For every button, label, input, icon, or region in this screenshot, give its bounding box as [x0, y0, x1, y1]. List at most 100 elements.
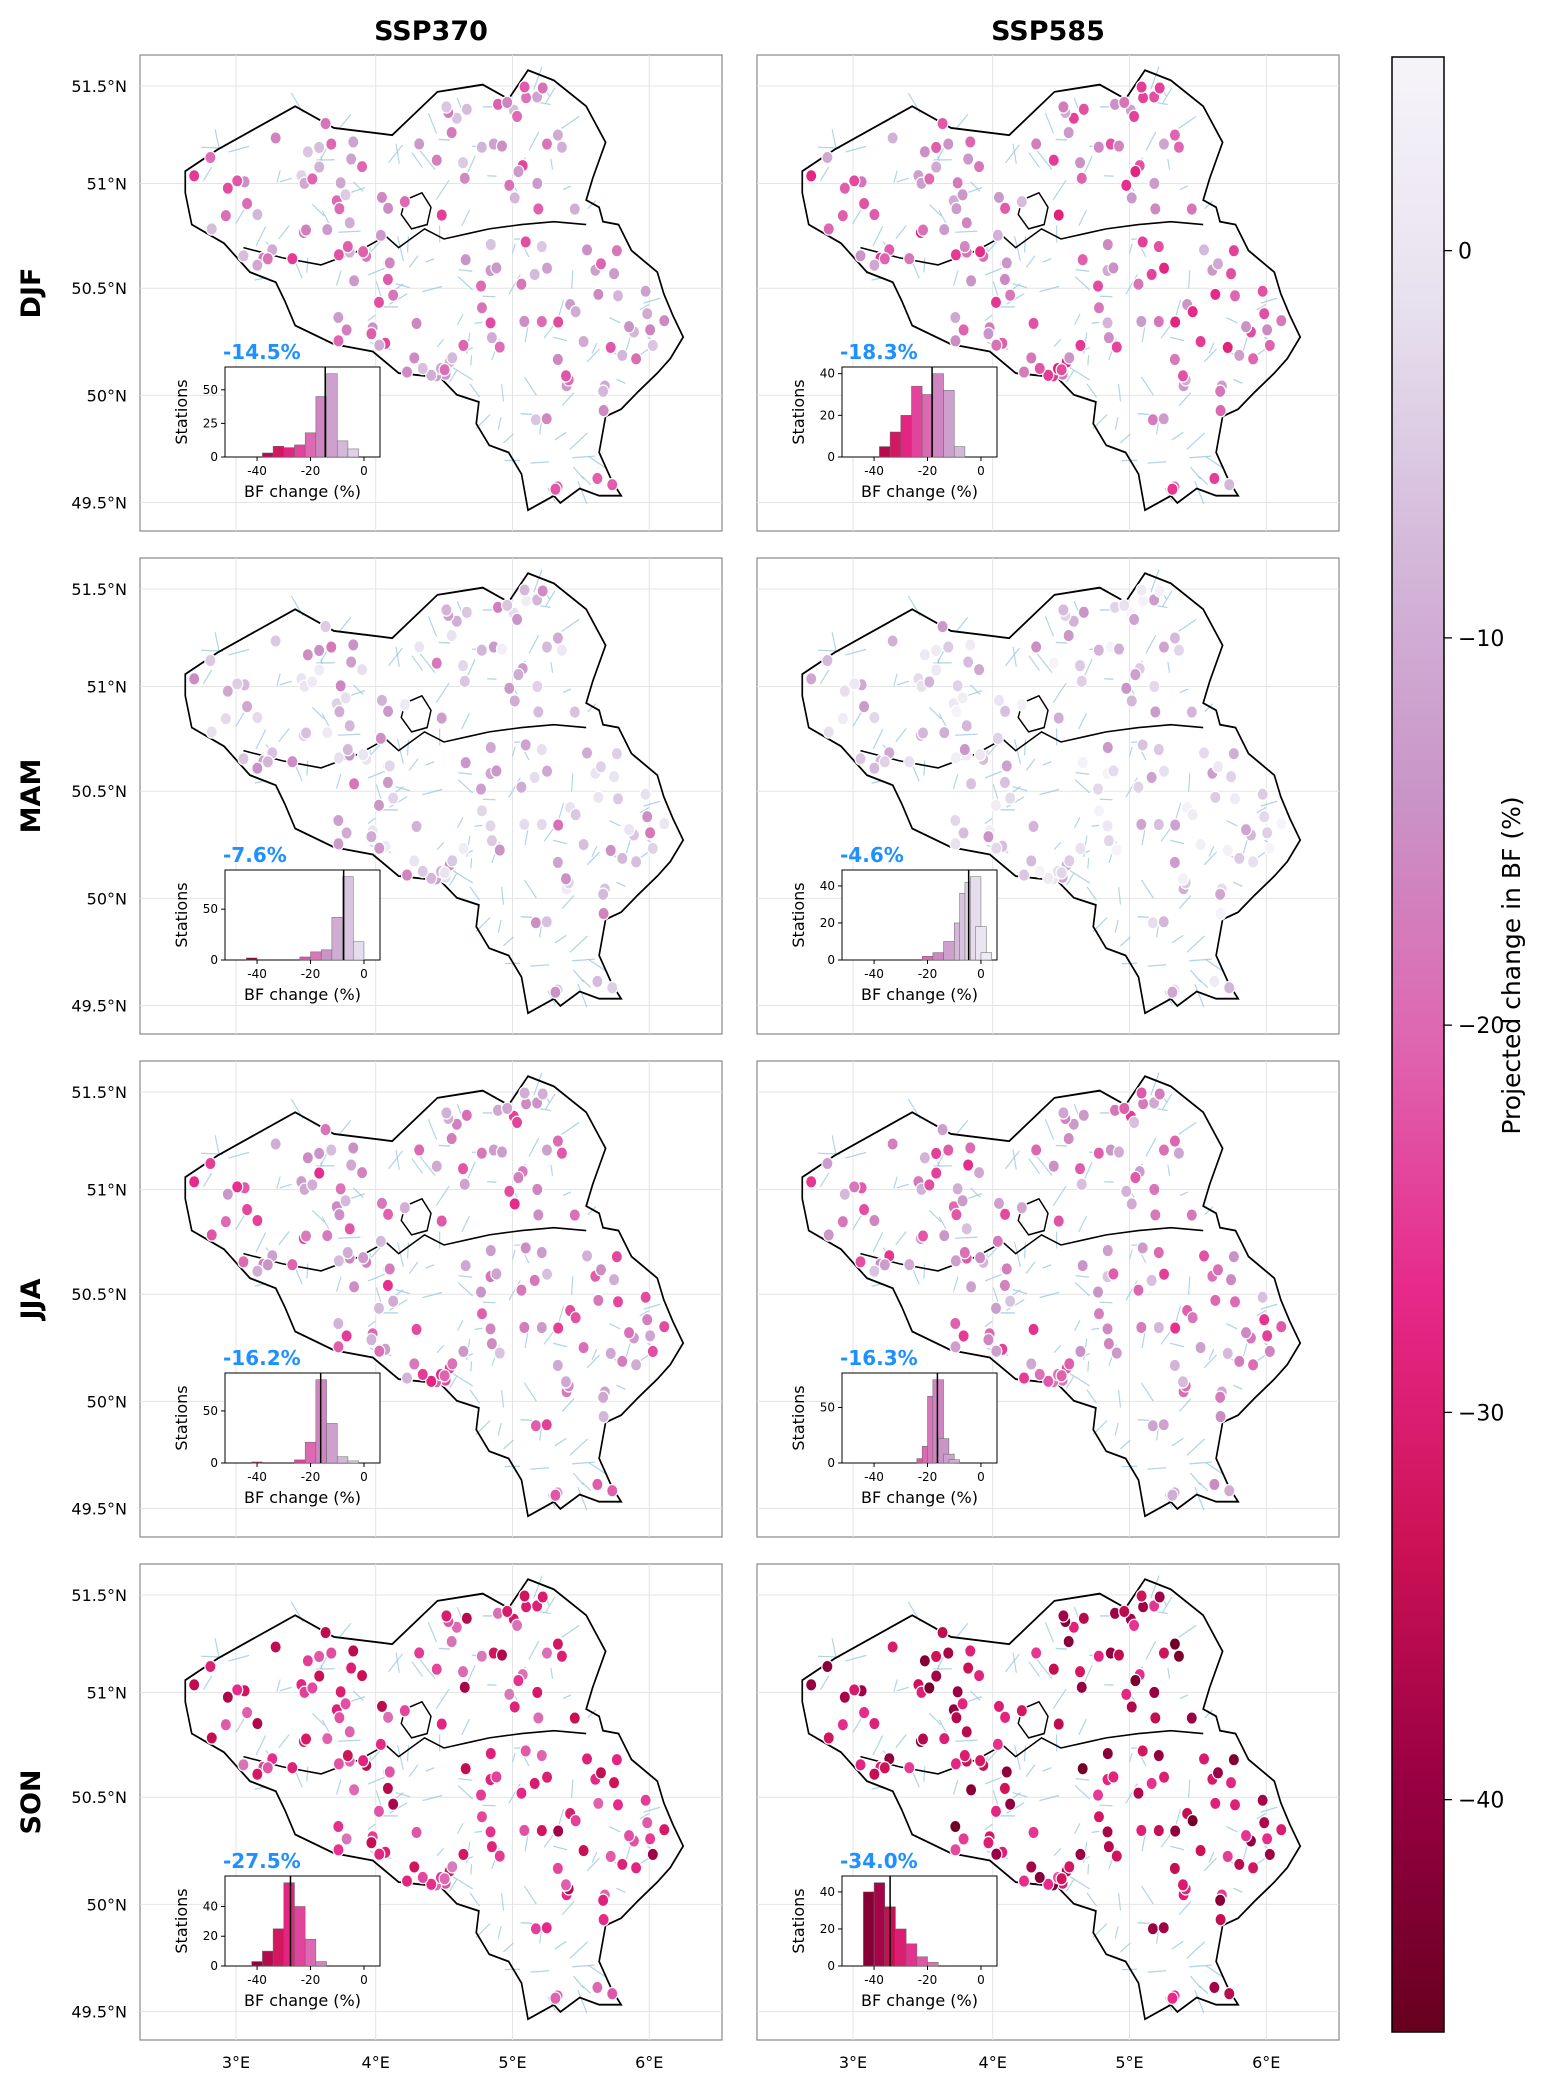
river-segment — [406, 1745, 410, 1762]
station-point — [1110, 340, 1123, 354]
station-point — [610, 746, 624, 761]
station-point — [540, 1143, 554, 1157]
station-point — [1185, 202, 1198, 216]
station-point — [990, 1847, 1003, 1862]
river-segment — [338, 616, 352, 633]
station-point — [1030, 640, 1043, 654]
river-segment — [895, 1231, 907, 1246]
station-point — [1227, 746, 1241, 761]
station-point — [1033, 1367, 1046, 1382]
river-segment — [449, 1376, 458, 1389]
river-segment — [1083, 658, 1093, 677]
station-point — [923, 1681, 936, 1695]
river-segment — [406, 236, 410, 253]
river-segment — [503, 433, 514, 444]
river-segment — [533, 66, 543, 90]
station-point — [512, 1170, 525, 1185]
river-segment — [955, 230, 978, 233]
river-segment — [984, 1823, 993, 1831]
belgium-map — [184, 1575, 685, 2021]
station-point — [1157, 261, 1171, 276]
river-segment — [338, 113, 352, 130]
river-segment — [852, 712, 862, 727]
river-segment — [528, 634, 540, 654]
station-point — [916, 1732, 930, 1746]
river-segment — [335, 270, 342, 286]
river-segment — [1147, 1467, 1167, 1470]
station-point — [430, 1662, 443, 1677]
station-point — [535, 1245, 548, 1260]
panel-frame — [139, 1060, 723, 1538]
station-point — [878, 251, 891, 266]
station-point — [821, 1156, 834, 1171]
river-segment — [306, 760, 309, 776]
station-point — [1015, 194, 1028, 209]
station-point — [1169, 1321, 1182, 1335]
station-point — [606, 980, 619, 995]
station-point — [805, 1174, 818, 1189]
station-point — [549, 985, 562, 1000]
river-segment — [533, 1575, 543, 1599]
river-segment — [1140, 879, 1154, 899]
river-segment — [547, 1493, 556, 1508]
river-segment — [508, 1783, 521, 1804]
river-segment — [554, 934, 567, 944]
inset-ytick-label: 0 — [827, 1456, 835, 1470]
station-point — [339, 187, 352, 202]
station-point — [540, 1920, 553, 1935]
river-segment — [1025, 1764, 1036, 1778]
river-segment — [1091, 1830, 1100, 1833]
river-segment — [1147, 461, 1167, 464]
river-segment — [1118, 1389, 1122, 1408]
station-point — [1169, 1824, 1182, 1838]
histogram-bar — [943, 390, 955, 458]
station-point — [1166, 1991, 1179, 2006]
river-segment — [616, 378, 626, 384]
station-point — [568, 1208, 581, 1222]
station-point — [1149, 1208, 1162, 1222]
station-point — [886, 1137, 899, 1151]
river-segment — [511, 1249, 516, 1260]
station-point — [286, 1257, 299, 1272]
station-point — [991, 731, 1004, 746]
station-point — [949, 1339, 962, 1354]
station-point — [484, 1322, 497, 1336]
station-point — [1101, 819, 1114, 833]
station-point — [950, 1710, 963, 1725]
station-point — [1027, 1825, 1040, 1840]
station-point — [332, 813, 345, 828]
river-segment — [1005, 144, 1021, 164]
station-point — [1076, 755, 1089, 770]
station-point — [383, 1765, 396, 1779]
lat-tick-label: 50.5°N — [71, 279, 127, 298]
station-point — [1227, 243, 1241, 258]
station-point — [528, 770, 541, 785]
station-point — [916, 726, 930, 740]
station-point — [312, 1146, 326, 1161]
inset-ytick-label: 50 — [203, 1404, 218, 1418]
station-point — [622, 822, 636, 837]
inset-ytick-label: 40 — [820, 367, 835, 381]
river-segment — [528, 131, 540, 151]
station-point — [1157, 764, 1171, 779]
station-point — [381, 1781, 395, 1796]
river-segment — [530, 461, 550, 464]
river-segment — [923, 760, 926, 776]
river-segment — [335, 1779, 342, 1795]
river-segment — [955, 113, 969, 130]
station-point — [972, 159, 986, 174]
station-point — [1062, 125, 1075, 140]
station-point — [878, 754, 891, 769]
station-point — [301, 1653, 314, 1668]
station-point — [240, 1705, 254, 1720]
station-point — [1176, 1878, 1190, 1892]
river-segment — [458, 1274, 473, 1278]
station-point — [552, 818, 565, 832]
inset-xlabel: BF change (%) — [244, 1991, 361, 2010]
station-point — [313, 1669, 326, 1683]
station-point — [949, 1842, 962, 1857]
station-point — [998, 1207, 1012, 1222]
river-segment — [872, 729, 884, 750]
river-segment — [561, 1624, 580, 1639]
river-segment — [928, 706, 942, 720]
